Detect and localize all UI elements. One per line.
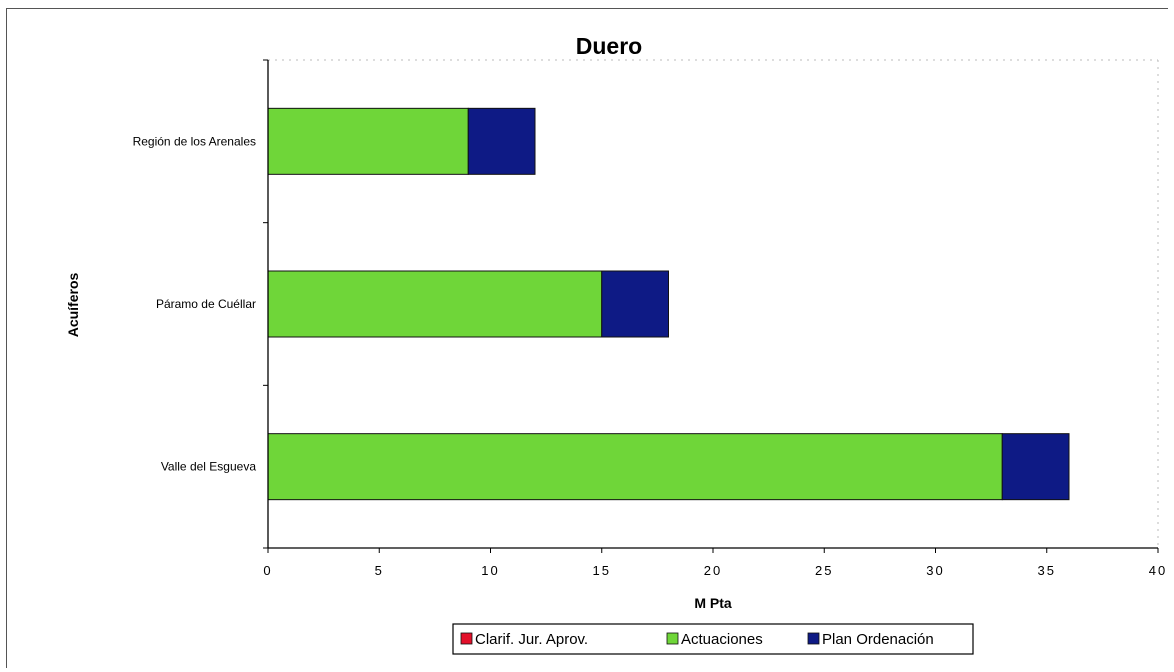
bar-actuaciones-3 bbox=[267, 433, 1003, 501]
legend-swatch bbox=[460, 632, 473, 645]
x-axis-title: M Pta bbox=[694, 595, 732, 611]
legend-label: Actuaciones bbox=[681, 631, 763, 648]
legend-label: Clarif. Jur. Aprov. bbox=[475, 631, 588, 648]
bar-plan-ordenaci-n-1 bbox=[467, 107, 536, 175]
x-tick-label: 0 bbox=[263, 563, 272, 578]
category-label: Valle del Esgueva bbox=[161, 460, 257, 474]
bars bbox=[267, 107, 1070, 501]
x-tick-label: 25 bbox=[815, 563, 833, 578]
bar-actuaciones-2 bbox=[267, 270, 603, 338]
legend-swatch bbox=[666, 632, 679, 645]
x-tick-label: 35 bbox=[1038, 563, 1056, 578]
chart-title: Duero bbox=[576, 33, 642, 59]
x-tick-label: 30 bbox=[926, 563, 944, 578]
x-tick-label: 40 bbox=[1149, 563, 1167, 578]
x-tick-label: 5 bbox=[375, 563, 384, 578]
category-label: Páramo de Cuéllar bbox=[156, 297, 256, 311]
bar-plan-ordenaci-n-3 bbox=[1001, 433, 1070, 501]
x-tick-label: 15 bbox=[593, 563, 611, 578]
legend: Clarif. Jur. Aprov. Actuaciones Plan Orden… bbox=[452, 623, 974, 655]
bar-actuaciones-1 bbox=[267, 107, 469, 175]
bar-plan-ordenaci-n-2 bbox=[601, 270, 669, 338]
x-tick-label: 10 bbox=[481, 563, 499, 578]
axes: Región de los Arenales Páramo de Cuéllar V… bbox=[133, 59, 1167, 578]
plot-area bbox=[268, 59, 1159, 548]
x-tick-label: 20 bbox=[704, 563, 722, 578]
legend-label: Plan Ordenación bbox=[822, 631, 934, 648]
chart-frame bbox=[6, 8, 1168, 668]
category-label: Región de los Arenales bbox=[133, 134, 256, 148]
legend-swatch bbox=[807, 632, 820, 645]
legend-box bbox=[452, 623, 974, 655]
y-axis-title: Acuíferos bbox=[65, 273, 81, 338]
